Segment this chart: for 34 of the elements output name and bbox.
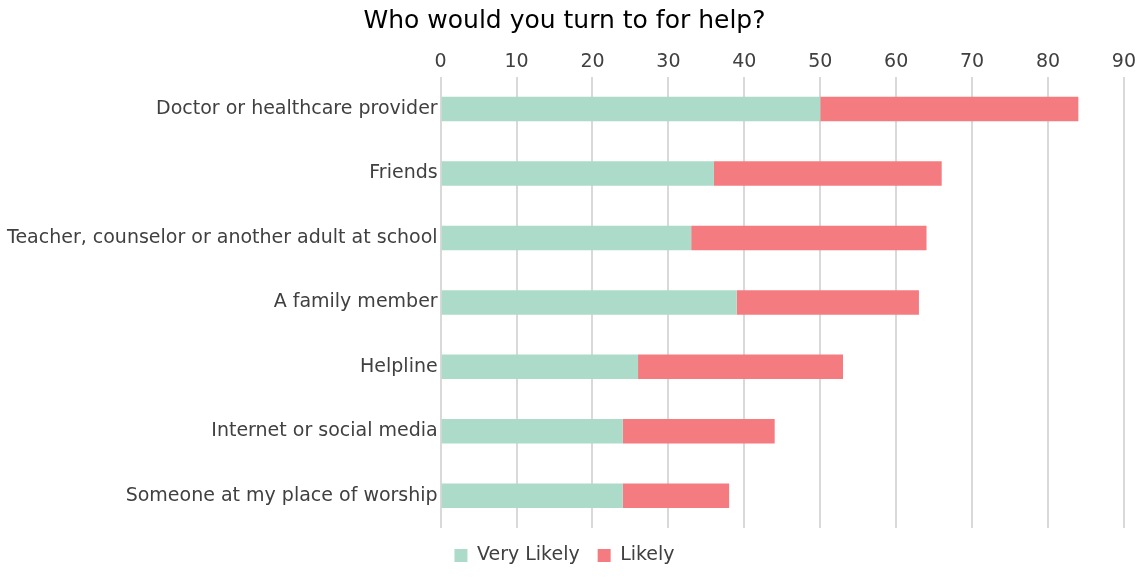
bar (622, 483, 730, 509)
bar (638, 354, 844, 380)
x-tick-label: 10 (504, 49, 529, 72)
y-tick-label: Doctor or healthcare provider (156, 95, 438, 118)
bar (441, 483, 623, 509)
bar (820, 96, 1079, 122)
legend-label: Very Likely (476, 542, 580, 565)
x-tick-label: 30 (656, 49, 681, 72)
x-tick-label: 90 (1111, 49, 1137, 72)
y-tick-label: Internet or social media (211, 418, 438, 441)
y-tick-label: Helpline (360, 353, 438, 376)
chart-title: Who would you turn to for help? (363, 4, 766, 34)
bar (441, 290, 737, 315)
x-tick-label: 40 (732, 49, 757, 72)
y-tick-label: A family member (273, 289, 438, 312)
bar (441, 96, 821, 122)
bar (441, 419, 623, 444)
x-tick-label: 60 (884, 49, 909, 72)
bar (691, 225, 927, 251)
x-tick-label: 80 (1035, 49, 1061, 72)
bar (713, 161, 942, 186)
y-tick-label: Someone at my place of worship (125, 482, 438, 505)
x-tick-label: 0 (434, 49, 447, 72)
bar (441, 225, 692, 251)
y-tick-label: Friends (369, 160, 438, 183)
bar (736, 290, 919, 315)
x-tick-label: 20 (580, 49, 605, 72)
bar (441, 354, 639, 380)
bar (441, 161, 714, 186)
legend-label: Likely (620, 542, 675, 565)
y-tick-label: Teacher, counselor or another adult at school (6, 224, 438, 247)
bar (622, 419, 775, 444)
x-tick-label: 70 (959, 49, 985, 72)
x-tick-label: 50 (808, 49, 833, 72)
